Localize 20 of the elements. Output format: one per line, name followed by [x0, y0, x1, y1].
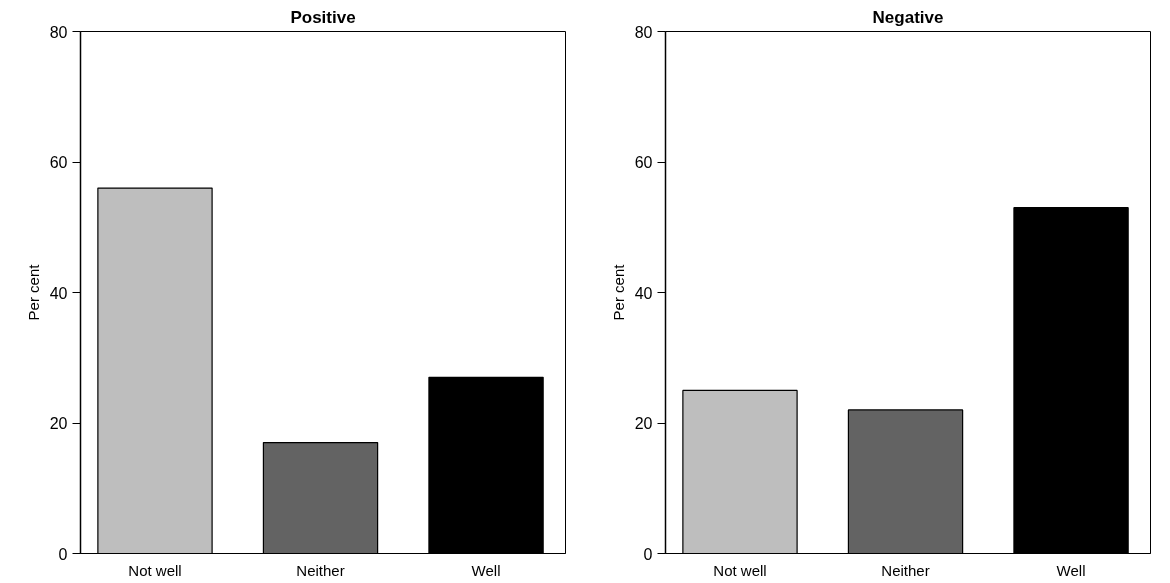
y-axis-title: Per cent: [24, 263, 42, 321]
y-tick-label: 40: [634, 284, 653, 302]
y-axis-title: Per cent: [609, 263, 627, 321]
chart-title: Positive: [290, 7, 356, 27]
y-tick-label: 0: [643, 545, 653, 563]
x-tick-label: Well: [471, 561, 501, 579]
y-tick-label: 0: [58, 545, 68, 563]
y-tick-label: 20: [634, 415, 653, 432]
chart-title: Negative: [872, 7, 944, 27]
y-tick-label: 60: [49, 154, 68, 171]
y-tick-label: 20: [49, 415, 68, 432]
y-tick-label: 80: [634, 23, 653, 41]
y-tick-label: 80: [49, 23, 68, 41]
x-tick-label: Neither: [296, 561, 345, 579]
x-tick-label: Neither: [881, 561, 930, 579]
y-tick-label: 40: [49, 284, 68, 302]
x-tick-label: Not well: [128, 561, 182, 579]
y-tick-label: 60: [634, 154, 653, 171]
x-tick-label: Well: [1056, 561, 1086, 579]
x-tick-label: Not well: [713, 561, 767, 579]
